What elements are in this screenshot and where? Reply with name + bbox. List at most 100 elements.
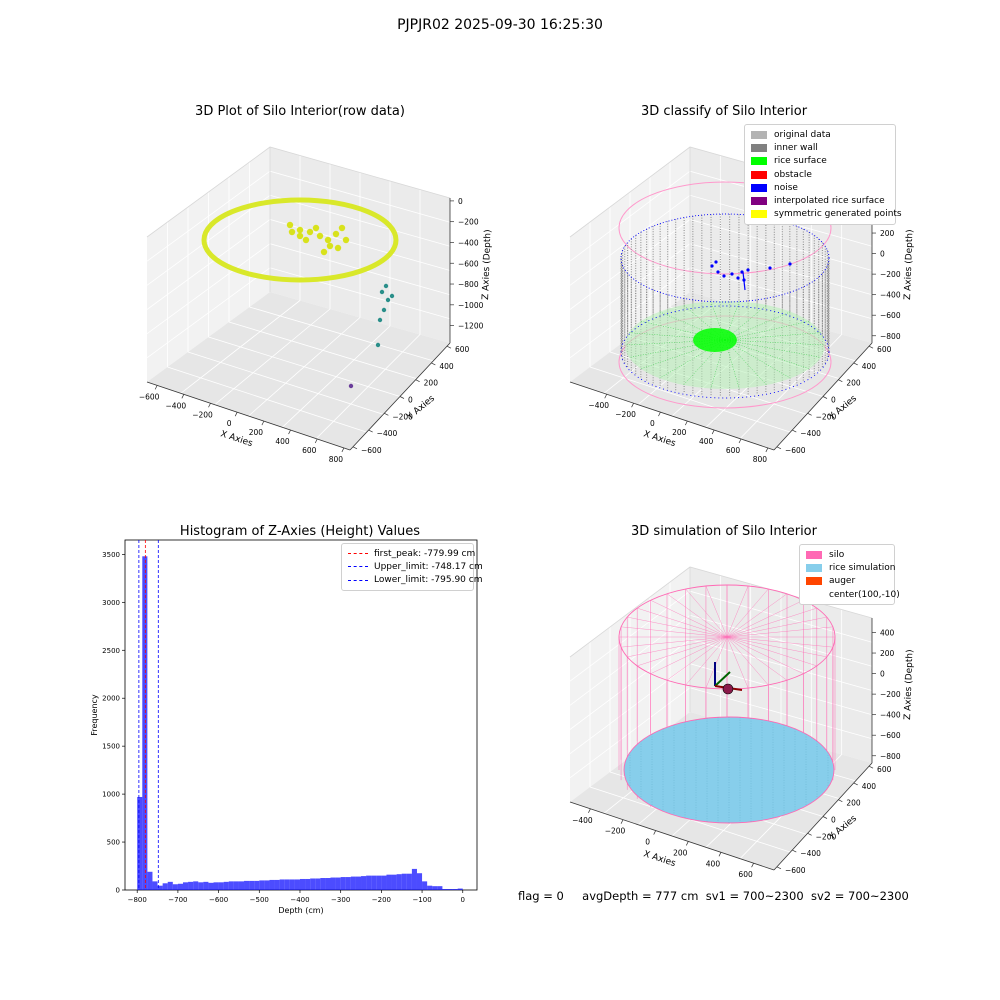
p4-silo-spoke — [726, 636, 788, 681]
p3-bar — [305, 878, 311, 890]
p3-y-tick-label: 3000 — [102, 599, 120, 607]
p2-z-tick-label: 0 — [880, 250, 885, 259]
p2-z-tick-label: −400 — [880, 291, 901, 300]
p1-obstacle-point — [338, 224, 346, 232]
p1-y-tick — [415, 379, 420, 383]
p1-x-tick-label: 0 — [227, 419, 232, 428]
p3-y-tick-label: 2000 — [102, 695, 120, 703]
p2-x-axis-line — [569, 381, 775, 451]
p3-x-tick-label: −400 — [290, 896, 309, 904]
p3-bar — [452, 889, 458, 890]
plot1-axes: −600−400−2000200400600800−600−400−200020… — [139, 146, 493, 464]
p1-stray-point — [383, 283, 389, 289]
p1-stray-point — [375, 342, 381, 348]
p1-x-tick — [341, 447, 345, 453]
p4-y-tick-label: 200 — [846, 799, 861, 808]
legend-label: Lower_limit: -795.90 cm — [374, 575, 483, 586]
p3-bar — [447, 889, 453, 890]
p2-y-tick — [853, 362, 858, 366]
legend-label: symmetric generated points — [774, 209, 902, 220]
p2-x-tick-label: 0 — [650, 419, 655, 428]
p1-y-tick — [352, 446, 358, 450]
p3-bar — [157, 885, 163, 890]
p2-x-tick — [684, 420, 688, 426]
p2-rice-surface-ray — [710, 301, 726, 341]
p1-x-tick-label: 200 — [249, 428, 264, 437]
legend-line — [348, 566, 368, 568]
legend-label: silo — [829, 549, 845, 560]
legend-label: noise — [774, 182, 798, 193]
p2-y-tick-label: 200 — [846, 379, 861, 388]
p3-bar — [203, 881, 209, 890]
legend-swatch — [751, 197, 767, 206]
p2-rice-surface-peak — [693, 328, 737, 352]
legend-label: rice surface — [774, 156, 827, 167]
p3-y-tick-label: 500 — [107, 839, 120, 847]
p4-silo-spoke — [726, 616, 827, 638]
p1-stray-point — [389, 293, 395, 299]
p3-x-tick-label: −700 — [168, 896, 187, 904]
p1-obstacle-point — [302, 236, 310, 244]
p3-bar — [147, 871, 153, 890]
p1-y-tick-label: −600 — [361, 446, 382, 455]
p3-bar — [366, 875, 372, 890]
p3-bar — [371, 875, 377, 890]
p3-x-tick-label: 0 — [461, 896, 465, 904]
p2-rice-surface-ray — [640, 320, 726, 341]
p4-x-tick — [686, 841, 689, 846]
p4-silo-spoke — [726, 636, 827, 658]
p2-noise-point — [710, 264, 714, 268]
p2-noise-point — [788, 262, 792, 266]
p3-bar — [228, 881, 234, 890]
p4-y-tick — [776, 866, 782, 870]
p4-silo-spoke — [637, 607, 728, 638]
p3-bar — [208, 882, 214, 890]
legend-item: Lower_limit: -795.90 cm — [348, 574, 482, 587]
legend-label: obstacle — [774, 169, 812, 180]
p2-x-tick — [658, 411, 661, 417]
p1-y-tick-label: 0 — [408, 396, 413, 405]
p2-y-tick-label: −200 — [816, 412, 837, 421]
p2-y-tick — [807, 412, 812, 416]
legend-swatch — [806, 591, 822, 599]
p4-silo-spoke — [726, 588, 769, 638]
p4-y-tick — [838, 799, 843, 803]
p3-bar — [335, 877, 341, 890]
legend-item: rice surface — [751, 155, 889, 168]
p3-bar — [355, 876, 362, 890]
p3-bar — [274, 879, 280, 890]
p4-y-tick-label: −400 — [800, 849, 821, 858]
p3-bar — [289, 879, 295, 890]
p1-y-tick-label: 600 — [455, 345, 470, 354]
p1-x-tick — [154, 385, 158, 390]
p2-rice-surface-ray — [659, 311, 726, 341]
p4-x-axis-line — [569, 801, 775, 871]
p3-bar — [401, 873, 407, 890]
p2-x-tick-label: 200 — [672, 428, 687, 437]
legend-item: obstacle — [751, 168, 889, 181]
p4-x-tick-label: 200 — [673, 848, 688, 857]
p1-x-tick-label: 800 — [329, 455, 344, 464]
p3-plot-area — [124, 539, 478, 891]
legend-item: first_peak: -779.99 cm — [348, 547, 475, 560]
p1-y-tick — [368, 429, 373, 433]
legend-item: Upper_limit: -748.17 cm — [348, 560, 483, 573]
p1-obstacle-point — [306, 228, 314, 236]
p1-x-tick — [288, 429, 291, 435]
p2-noise-ring-top — [620, 213, 830, 303]
p3-bar — [381, 875, 387, 890]
p3-bar — [218, 882, 224, 890]
p2-y-tick — [792, 429, 797, 433]
p2-rice-surface-ray — [629, 332, 726, 341]
p4-x-tick-label: −400 — [572, 816, 593, 825]
legend-item: rice simulation — [806, 561, 895, 574]
p2-x-tick — [604, 394, 608, 399]
p3-bar — [391, 874, 397, 890]
p2-y-tick — [838, 379, 843, 383]
p3-y-tick-label: 3500 — [102, 551, 120, 559]
legend-line — [348, 553, 368, 555]
p1-y-tick — [384, 412, 389, 416]
p1-x-tick — [208, 403, 211, 408]
plot3-legend: first_peak: -779.99 cm Upper_limit: -748… — [341, 543, 483, 591]
